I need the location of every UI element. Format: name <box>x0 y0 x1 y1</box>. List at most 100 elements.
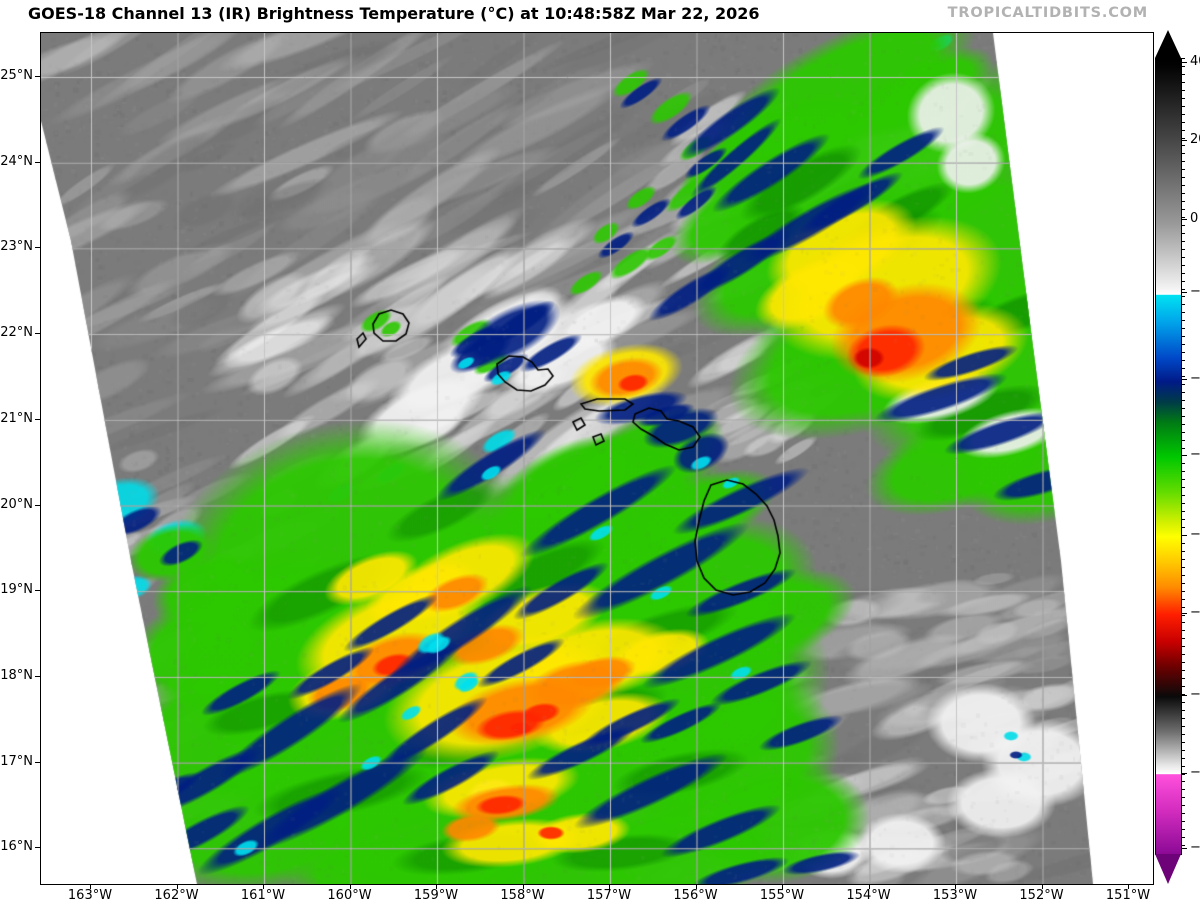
colorbar-minor-tick <box>1182 122 1185 123</box>
colorbar-minor-tick <box>1182 416 1185 417</box>
y-tick-label: 21°N <box>0 410 33 426</box>
colorbar-minor-tick <box>1182 503 1185 504</box>
colorbar-minor-tick <box>1182 813 1185 814</box>
colorbar-minor-tick <box>1182 766 1185 767</box>
page-title: GOES-18 Channel 13 (IR) Brightness Tempe… <box>28 4 760 23</box>
colorbar-minor-tick <box>1182 646 1185 647</box>
colorbar-tick-label: 0 <box>1190 211 1199 226</box>
y-tick <box>35 675 40 677</box>
colorbar-major-tick <box>1182 535 1187 536</box>
colorbar-minor-tick <box>1182 352 1185 353</box>
colorbar-minor-tick <box>1182 742 1185 743</box>
colorbar-minor-tick <box>1182 265 1185 266</box>
colorbar-minor-tick <box>1182 138 1185 139</box>
colorbar-minor-tick <box>1182 463 1185 464</box>
colorbar-minor-tick <box>1182 789 1185 790</box>
colorbar-minor-tick <box>1182 774 1185 775</box>
colorbar-minor-tick <box>1182 694 1185 695</box>
y-tick-label: 18°N <box>0 667 33 683</box>
colorbar-minor-tick <box>1182 169 1185 170</box>
colorbar-minor-tick <box>1182 193 1185 194</box>
colorbar-minor-tick <box>1182 805 1185 806</box>
colorbar-minor-tick <box>1182 289 1185 290</box>
colorbar-minor-tick <box>1182 519 1185 520</box>
colorbar-tick-label: −60 <box>1190 605 1200 620</box>
colorbar-major-tick <box>1182 219 1187 220</box>
colorbar-minor-tick <box>1182 638 1185 639</box>
colorbar-minor-tick <box>1182 567 1185 568</box>
colorbar-minor-tick <box>1182 209 1185 210</box>
colorbar-minor-tick <box>1182 471 1185 472</box>
colorbar-minor-tick <box>1182 66 1185 67</box>
colorbar-minor-tick <box>1182 750 1185 751</box>
colorbar-minor-tick <box>1182 591 1185 592</box>
colorbar-major-tick <box>1182 773 1187 774</box>
colorbar-minor-tick <box>1182 615 1185 616</box>
colorbar-minor-tick <box>1182 90 1185 91</box>
colorbar-minor-tick <box>1182 583 1185 584</box>
colorbar-minor-tick <box>1182 336 1185 337</box>
x-tick <box>609 884 610 889</box>
y-tick <box>35 161 40 163</box>
colorbar-minor-tick <box>1182 662 1185 663</box>
colorbar-minor-tick <box>1182 177 1185 178</box>
colorbar-minor-tick <box>1182 201 1185 202</box>
y-tick-label: 20°N <box>0 496 33 512</box>
x-tick-label: 155°W <box>759 888 805 903</box>
y-tick-label: 22°N <box>0 325 33 341</box>
colorbar-major-tick <box>1182 613 1187 614</box>
y-tick <box>35 590 40 592</box>
colorbar-minor-tick <box>1182 376 1185 377</box>
x-tick-label: 156°W <box>673 888 718 903</box>
y-tick <box>35 504 40 506</box>
colorbar-gradient <box>1155 58 1182 855</box>
colorbar-minor-tick <box>1182 233 1185 234</box>
watermark: TROPICALTIDBITS.COM <box>947 5 1148 21</box>
colorbar-minor-tick <box>1182 678 1185 679</box>
x-tick <box>1041 884 1043 889</box>
colorbar-minor-tick <box>1182 384 1185 385</box>
colorbar-minor-tick <box>1182 511 1185 512</box>
colorbar-minor-tick <box>1182 217 1185 218</box>
colorbar-minor-tick <box>1182 400 1185 401</box>
colorbar-tick-label: −70 <box>1190 687 1200 702</box>
colorbar-minor-tick <box>1182 702 1185 703</box>
colorbar-minor-tick <box>1182 98 1185 99</box>
x-tick <box>436 884 437 889</box>
colorbar-minor-tick <box>1182 630 1185 631</box>
colorbar-minor-tick <box>1182 559 1185 560</box>
colorbar-minor-tick <box>1182 829 1185 830</box>
x-tick <box>955 884 956 889</box>
colorbar-minor-tick <box>1182 106 1185 107</box>
colorbar-tick-label: −20 <box>1190 284 1200 299</box>
colorbar-minor-tick <box>1182 424 1185 425</box>
colorbar-tick-label: −50 <box>1190 527 1200 542</box>
y-tick <box>35 761 40 763</box>
y-tick-label: 19°N <box>0 582 33 598</box>
colorbar-minor-tick <box>1182 821 1185 822</box>
colorbar-minor-tick <box>1182 551 1185 552</box>
colorbar-tick-label: −80 <box>1190 765 1200 780</box>
colorbar-minor-tick <box>1182 837 1185 838</box>
y-tick-label: 17°N <box>0 753 33 769</box>
x-tick <box>695 884 697 889</box>
colorbar-minor-tick <box>1182 686 1185 687</box>
y-tick <box>35 247 40 249</box>
colorbar-minor-tick <box>1182 273 1185 274</box>
colorbar-minor-tick <box>1182 225 1185 226</box>
x-tick <box>349 884 351 889</box>
colorbar-minor-tick <box>1182 249 1185 250</box>
colorbar-minor-tick <box>1182 654 1185 655</box>
colorbar-major-tick <box>1182 455 1187 456</box>
colorbar-major-tick <box>1182 695 1187 696</box>
colorbar-minor-tick <box>1182 74 1185 75</box>
x-tick-label: 159°W <box>413 888 459 903</box>
colorbar-minor-tick <box>1182 58 1185 59</box>
y-tick <box>35 418 40 420</box>
x-tick <box>522 884 524 889</box>
x-tick <box>176 884 178 889</box>
colorbar-minor-tick <box>1182 575 1185 576</box>
y-tick-label: 25°N <box>0 68 33 83</box>
colorbar-minor-tick <box>1182 607 1185 608</box>
